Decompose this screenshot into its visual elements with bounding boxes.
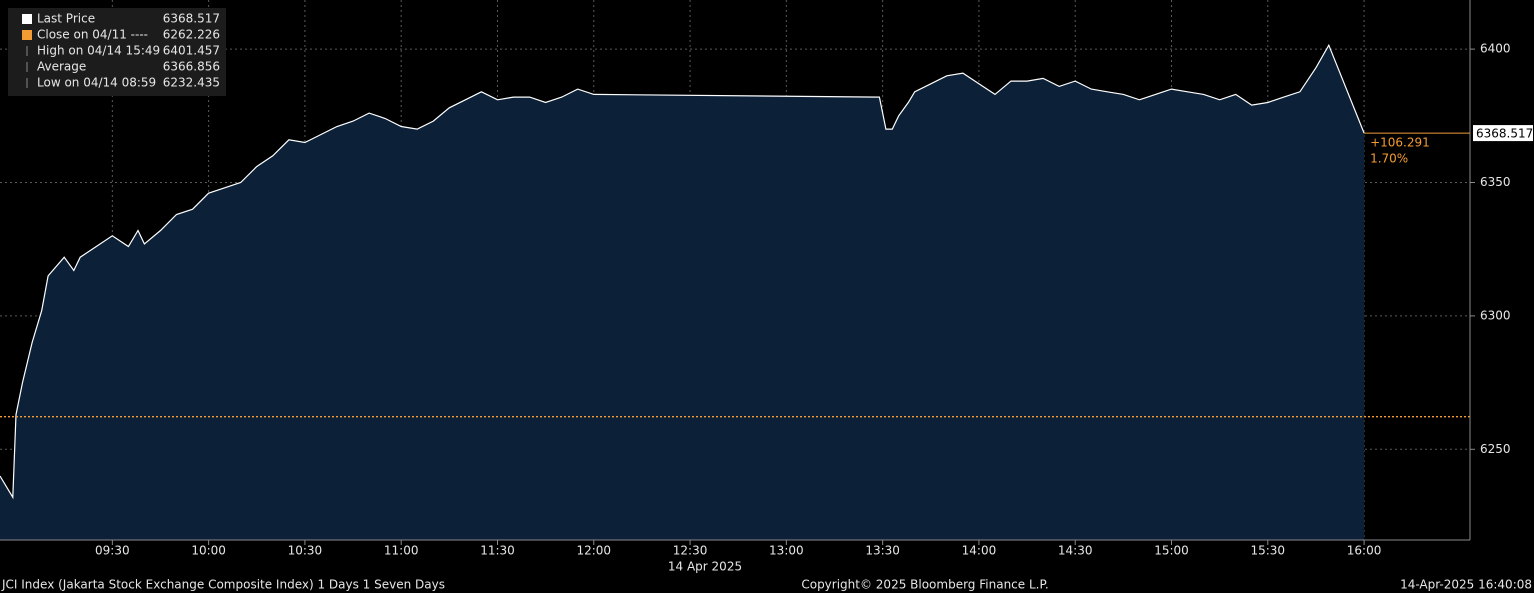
legend-swatch: [22, 14, 32, 24]
x-tick-label: 11:00: [384, 544, 419, 558]
x-tick-label: 10:30: [288, 544, 323, 558]
legend-box: [8, 8, 226, 96]
legend-value: 6401.457: [163, 44, 220, 58]
x-tick-label: 15:30: [1250, 544, 1285, 558]
legend-swatch: [22, 30, 32, 40]
x-tick-label: 11:30: [480, 544, 515, 558]
x-tick-label: 09:30: [95, 544, 130, 558]
x-tick-label: 13:30: [865, 544, 900, 558]
legend-label: Last Price: [37, 12, 95, 26]
x-tick-label: 14:30: [1058, 544, 1093, 558]
legend-value: 6262.226: [163, 28, 220, 42]
y-tick-label: 6350: [1480, 175, 1511, 189]
last-price-box: [1473, 125, 1533, 142]
x-tick-label: 16:00: [1347, 544, 1382, 558]
legend-value: 6368.517: [163, 12, 220, 26]
footer-center: Copyright© 2025 Bloomberg Finance L.P.: [801, 578, 1048, 592]
legend-label: Close on 04/11 ----: [37, 28, 148, 42]
price-line: [0, 43, 1365, 500]
plot: [0, 0, 1470, 540]
legend-label: High on 04/14 15:49: [37, 44, 160, 58]
x-tick-label: 12:30: [673, 544, 708, 558]
last-price-label: 6368.517: [1476, 127, 1533, 141]
legend-label: Average: [37, 60, 86, 74]
x-tick-label: 10:00: [191, 544, 226, 558]
legend-value: 6366.856: [163, 60, 220, 74]
y-tick-label: 6400: [1480, 42, 1511, 56]
legend-value: 6232.435: [163, 76, 220, 90]
change-label: 1.70%: [1370, 152, 1408, 166]
y-tick-label: 6250: [1480, 442, 1511, 456]
x-tick-label: 14:00: [962, 544, 997, 558]
x-tick-label: 13:00: [769, 544, 804, 558]
y-tick-label: 6300: [1480, 308, 1511, 322]
legend-label: Low on 04/14 08:59: [37, 76, 156, 90]
x-axis-label: 14 Apr 2025: [668, 560, 742, 574]
footer-left: JCI Index (Jakarta Stock Exchange Compos…: [1, 578, 445, 592]
footer-right: 14-Apr-2025 16:40:08: [1400, 578, 1532, 592]
change-label: +106.291: [1370, 136, 1430, 150]
x-tick-label: 15:00: [1154, 544, 1189, 558]
x-tick-label: 12:00: [576, 544, 611, 558]
